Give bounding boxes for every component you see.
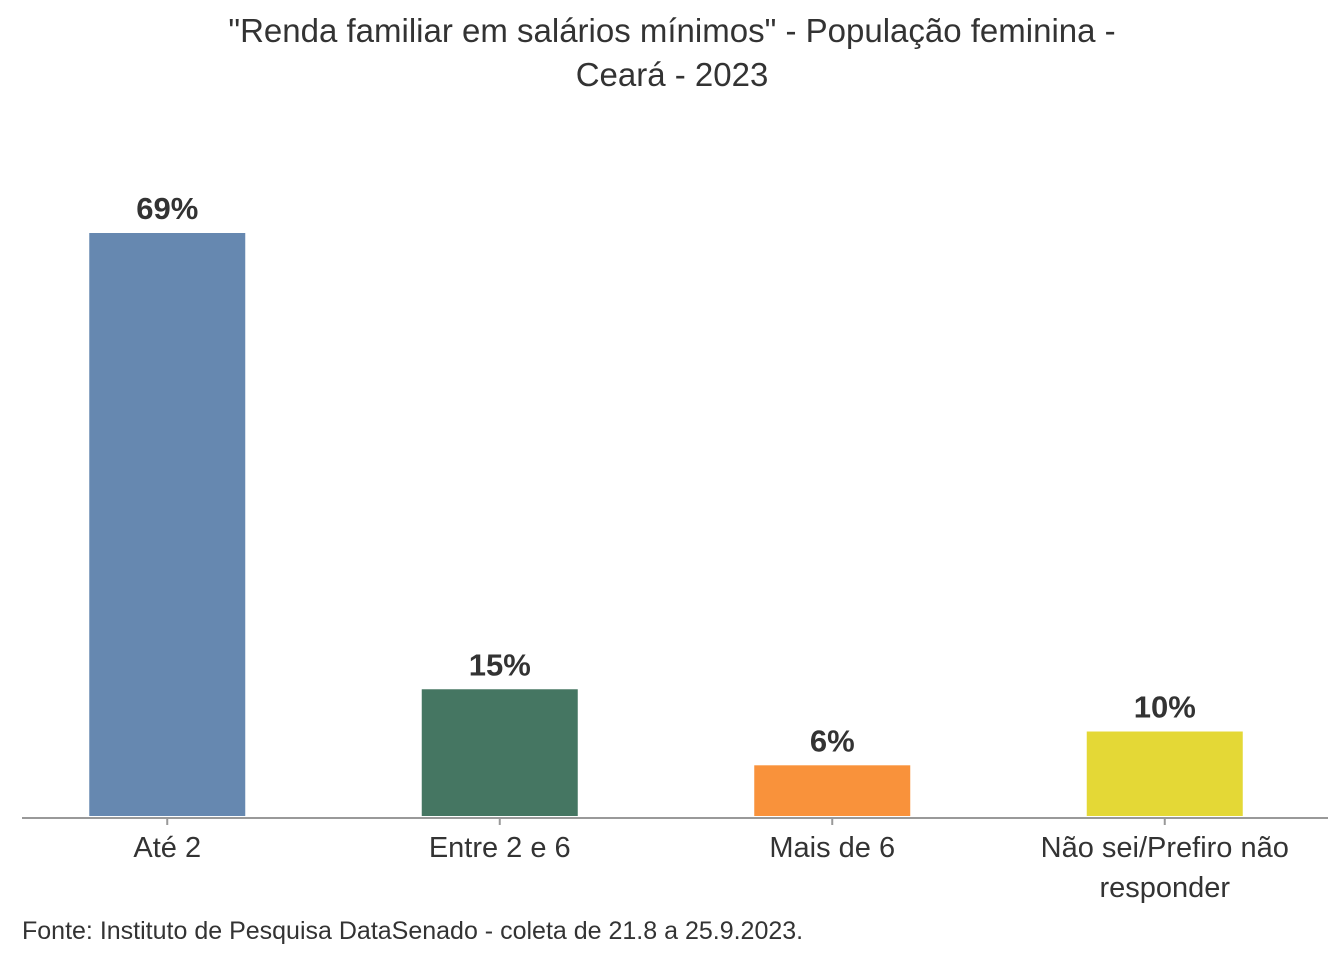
source-note: Fonte: Instituto de Pesquisa DataSenado … (22, 917, 803, 945)
bar-labels-group: 69% 15% 6% 10% (136, 191, 1196, 758)
x-tick-label: Até 2 (133, 832, 201, 864)
bar-value-label: 10% (1134, 690, 1196, 725)
bar-value-label: 69% (136, 191, 198, 226)
bar-value-label: 15% (469, 647, 531, 682)
x-tick-label: Mais de 6 (769, 832, 895, 864)
bar (89, 233, 246, 816)
chart-title-line: "Renda familiar em salários mínimos" - P… (228, 12, 1115, 49)
bar (1086, 731, 1243, 816)
x-tick-label: Não sei/Prefiro não (1041, 832, 1289, 864)
bar (754, 765, 911, 816)
x-axis-tick-labels: Até 2 Entre 2 e 6 Mais de 6 Não sei/Prefiro… (133, 832, 1288, 904)
chart-title-line: Ceará - 2023 (576, 56, 769, 93)
x-tick-label: Entre 2 e 6 (429, 832, 571, 864)
chart-title: "Renda familiar em salários mínimos" - P… (228, 12, 1115, 93)
bars-group (89, 233, 1243, 816)
x-tick-label: responder (1099, 872, 1230, 904)
bar (421, 689, 578, 816)
x-axis-ticks (166, 818, 1166, 825)
bar-value-label: 6% (810, 723, 855, 758)
